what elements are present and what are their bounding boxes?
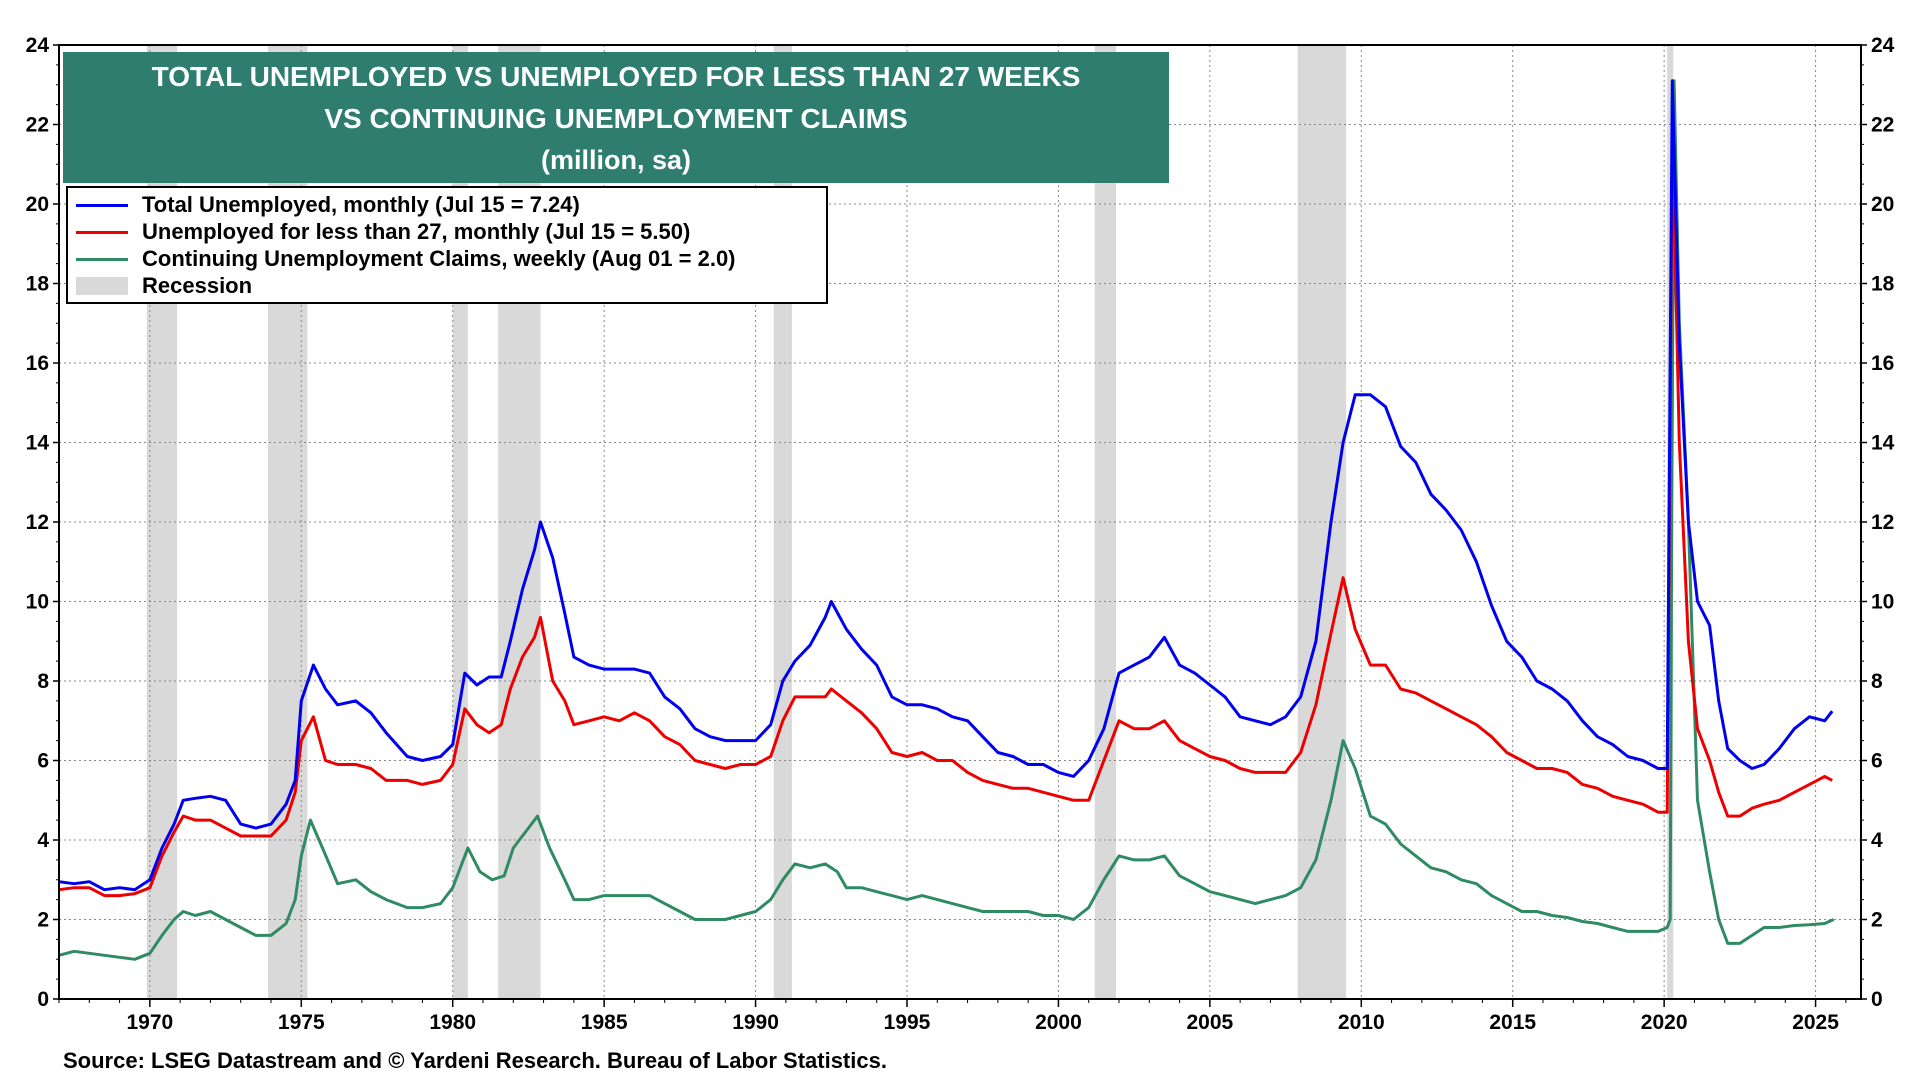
- y-tick-label-left: 18: [26, 273, 50, 296]
- chart-title: TOTAL UNEMPLOYED VS UNEMPLOYED FOR LESS …: [151, 61, 1081, 92]
- y-tick-label-left: 20: [26, 193, 49, 216]
- series-line-2: [58, 79, 1835, 961]
- x-tick-label: 2015: [1489, 1011, 1536, 1034]
- x-tick-label: 1980: [429, 1011, 476, 1034]
- y-tick-label-right: 14: [1871, 432, 1895, 455]
- y-tick-label-right: 16: [1871, 352, 1894, 375]
- y-tick-label-right: 24: [1871, 34, 1895, 57]
- x-tick-label: 1995: [884, 1011, 931, 1034]
- y-tick-label-left: 22: [26, 114, 49, 137]
- series-line-1: [58, 123, 1833, 898]
- x-tick-label: 2005: [1186, 1011, 1233, 1034]
- y-tick-label-right: 20: [1871, 193, 1894, 216]
- x-tick-label: 2025: [1792, 1011, 1839, 1034]
- legend-label-continuing-claims: Continuing Unemployment Claims, weekly (…: [142, 246, 736, 271]
- y-tick-label-left: 10: [26, 591, 49, 614]
- legend-label-short-term-unemployed: Unemployed for less than 27, monthly (Ju…: [142, 219, 691, 244]
- y-tick-label-right: 10: [1871, 591, 1894, 614]
- x-tick-label: 2000: [1035, 1011, 1082, 1034]
- chart-title-line2: VS CONTINUING UNEMPLOYMENT CLAIMS: [324, 103, 908, 134]
- y-tick-label-left: 2: [37, 909, 49, 932]
- y-tick-label-right: 6: [1871, 750, 1883, 773]
- y-tick-label-right: 12: [1871, 511, 1894, 534]
- gridlines: [59, 45, 1861, 999]
- x-tick-label: 1975: [278, 1011, 325, 1034]
- y-tick-label-left: 24: [26, 34, 50, 57]
- legend-swatch-continuing-claims: [76, 257, 128, 261]
- chart-subtitle: (million, sa): [540, 145, 692, 175]
- x-tick-label: 1990: [732, 1011, 779, 1034]
- y-tick-label-left: 12: [26, 511, 49, 534]
- y-tick-label-right: 2: [1871, 909, 1883, 932]
- source-note: Source: LSEG Datastream and © Yardeni Re…: [63, 1048, 887, 1073]
- legend-label-recession: Recession: [142, 273, 253, 298]
- y-tick-label-right: 8: [1871, 670, 1883, 693]
- series-lines: [58, 79, 1835, 961]
- legend-item-continuing-claims: Continuing Unemployment Claims, weekly (…: [76, 246, 736, 272]
- y-tick-label-left: 16: [26, 352, 49, 375]
- x-tick-label: 2010: [1338, 1011, 1385, 1034]
- chart-title-box: TOTAL UNEMPLOYED VS UNEMPLOYED FOR LESS …: [63, 52, 1169, 183]
- x-tick-label: 1985: [581, 1011, 628, 1034]
- y-tick-label-left: 4: [37, 829, 49, 852]
- y-tick-label-left: 14: [26, 432, 50, 455]
- legend-swatch-total-unemployed: [76, 203, 128, 207]
- y-tick-label-left: 0: [37, 988, 49, 1011]
- legend-swatch-short-term-unemployed: [76, 230, 128, 234]
- y-tick-label-left: 6: [37, 750, 49, 773]
- legend-item-recession: Recession: [76, 273, 252, 299]
- legend-item-total-unemployed: Total Unemployed, monthly (Jul 15 = 7.24…: [76, 192, 580, 218]
- x-tick-label: 1970: [126, 1011, 173, 1034]
- series-line-0: [58, 79, 1834, 892]
- x-tick-label: 2020: [1641, 1011, 1688, 1034]
- y-tick-label-right: 18: [1871, 273, 1895, 296]
- y-tick-label-right: 22: [1871, 114, 1894, 137]
- legend-label-total-unemployed: Total Unemployed, monthly (Jul 15 = 7.24…: [142, 192, 580, 217]
- y-tick-label-left: 8: [37, 670, 49, 693]
- y-tick-label-right: 4: [1871, 829, 1883, 852]
- legend-item-short-term-unemployed: Unemployed for less than 27, monthly (Ju…: [76, 219, 690, 245]
- y-tick-label-right: 0: [1871, 988, 1883, 1011]
- legend-swatch-recession: [76, 277, 128, 295]
- legend: Total Unemployed, monthly (Jul 15 = 7.24…: [66, 186, 828, 304]
